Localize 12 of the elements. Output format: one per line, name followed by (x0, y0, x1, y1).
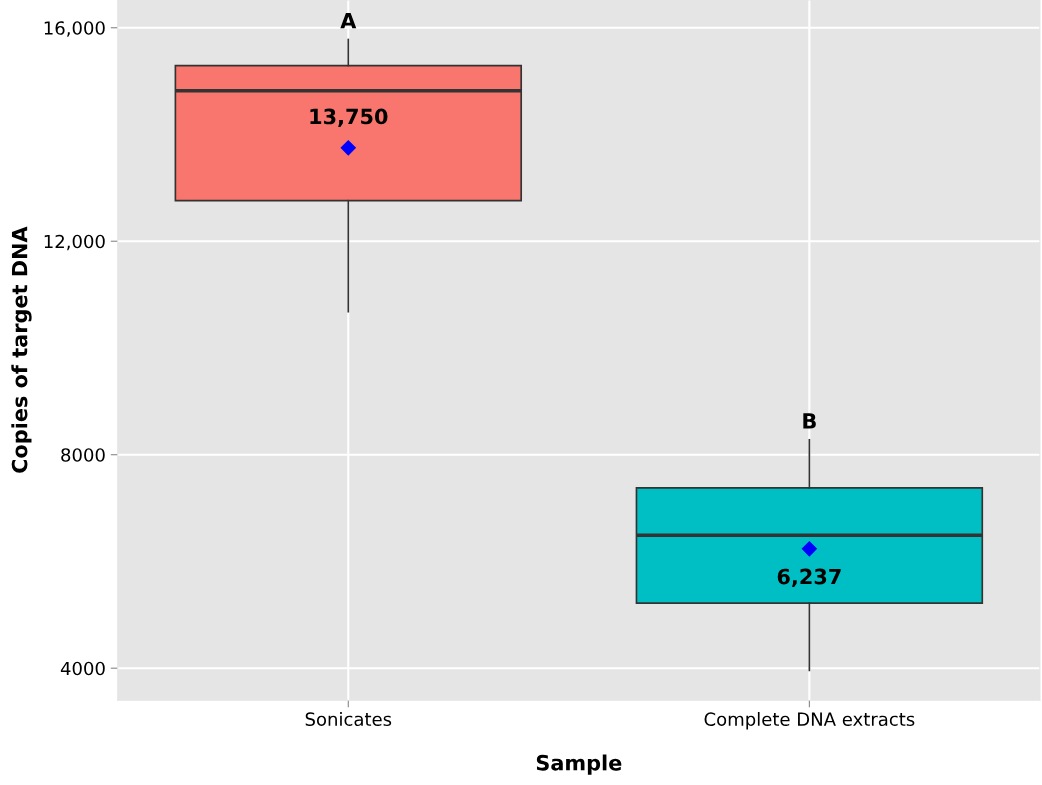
text: 13,750 (310, 108, 388, 128)
y-axis-title: Copies of target DNA (11, 226, 32, 473)
annotation: A (340, 13, 357, 29)
y-tick-label: 8000 (61, 448, 105, 462)
y-tick-label: 16,000 (44, 21, 105, 37)
text: 6,237 (777, 568, 841, 588)
y-tick-label: 12,000 (44, 234, 105, 251)
x-tick-label: Sonicates (305, 712, 392, 726)
annotation: B (803, 413, 816, 429)
y-tick-label: 4000 (60, 661, 105, 676)
x-axis-title: Sample (536, 754, 622, 775)
x-tick-label: Complete DNA extracts (704, 712, 915, 730)
